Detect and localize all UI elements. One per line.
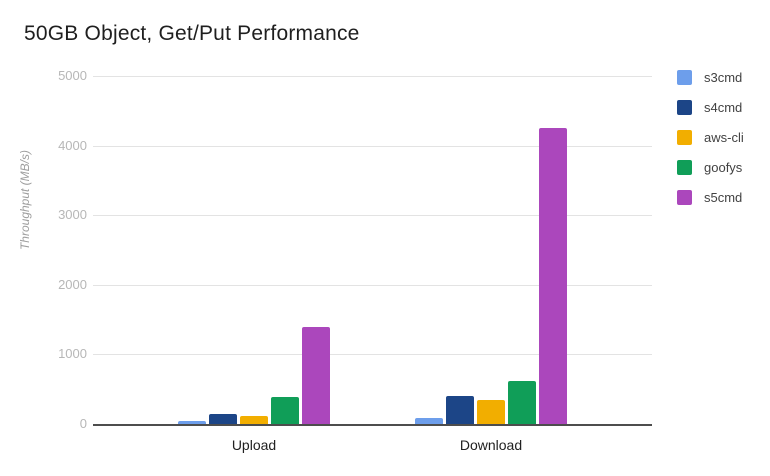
y-tick-label-2000: 2000 <box>58 276 87 292</box>
legend-label: s4cmd <box>704 100 743 115</box>
bars <box>93 76 652 424</box>
legend-label: aws-cli <box>704 130 744 145</box>
legend-item-goofys: goofys <box>677 160 744 175</box>
legend-swatch-icon <box>677 130 692 145</box>
legend-swatch-icon <box>677 70 692 85</box>
gridline-2000 <box>93 284 652 286</box>
gridline-5000 <box>93 76 652 77</box>
bar-s4cmd-upload <box>209 414 237 424</box>
y-axis-tick-labels: 0 1000 2000 3000 4000 5000 <box>0 69 87 431</box>
legend-item-aws-cli: aws-cli <box>677 130 744 145</box>
legend-label: s5cmd <box>704 190 743 205</box>
gridline-4000 <box>93 145 652 147</box>
bar-s4cmd-download <box>446 396 474 424</box>
plot-area <box>93 76 652 426</box>
bar-s5cmd-download <box>539 127 567 424</box>
bar-aws-cli-upload <box>240 416 268 424</box>
legend-item-s3cmd: s3cmd <box>677 70 744 85</box>
bar-goofys-upload <box>271 396 299 424</box>
y-tick-label-5000: 5000 <box>58 68 87 83</box>
chart-title: 50GB Object, Get/Put Performance <box>24 22 360 45</box>
gridline-3000 <box>93 215 652 217</box>
bar-s5cmd-upload <box>302 326 330 424</box>
legend-swatch-icon <box>677 190 692 205</box>
bar-s3cmd-download <box>415 418 443 424</box>
y-tick-label-4000: 4000 <box>58 137 87 153</box>
y-tick-label-0: 0 <box>79 416 87 431</box>
x-category-label-download: Download <box>459 437 523 453</box>
legend-swatch-icon <box>677 100 692 115</box>
bar-aws-cli-download <box>477 399 505 424</box>
gridline-1000 <box>93 354 652 356</box>
legend-swatch-icon <box>677 160 692 175</box>
x-category-label-upload: Upload <box>231 437 277 453</box>
legend-item-s5cmd: s5cmd <box>677 190 744 205</box>
legend-label: goofys <box>704 160 743 175</box>
legend-item-s4cmd: s4cmd <box>677 100 744 115</box>
legend-label: s3cmd <box>704 70 743 85</box>
y-tick-label-1000: 1000 <box>58 346 87 362</box>
x-axis-category-labels: Upload Download <box>93 437 652 457</box>
bar-goofys-download <box>508 380 536 424</box>
legend: s3cmd s4cmd aws-cli goofys s5cmd <box>677 70 744 220</box>
bar-s3cmd-upload <box>178 420 206 424</box>
y-tick-label-3000: 3000 <box>58 207 87 223</box>
